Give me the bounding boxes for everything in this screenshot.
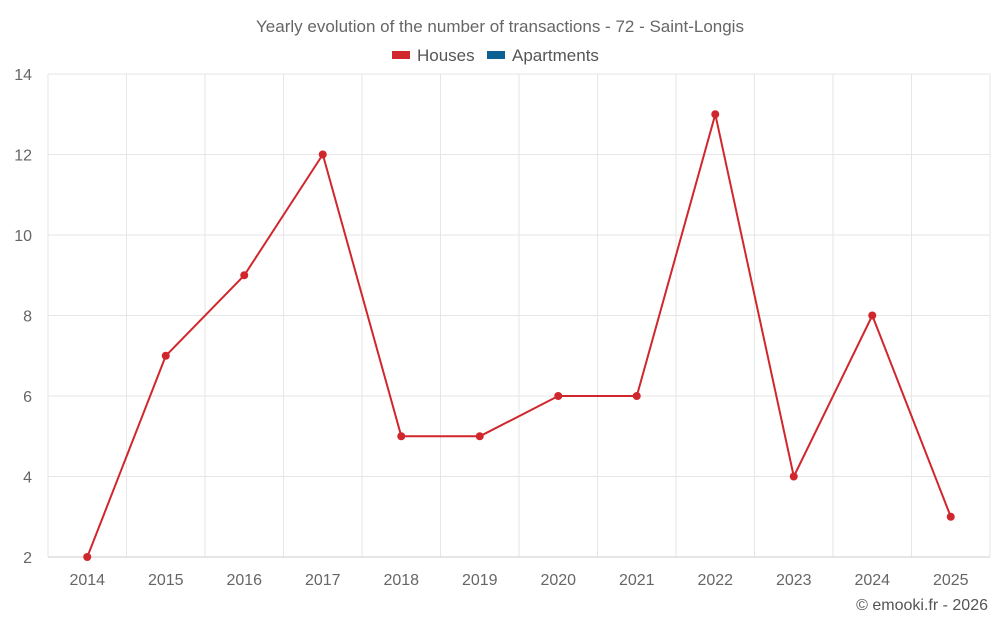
x-tick-label: 2021: [619, 572, 655, 589]
series-line-houses: [86, 113, 952, 558]
y-tick-label: 2: [23, 550, 32, 567]
legend-label-apartments: Apartments: [512, 46, 599, 65]
x-gridlines: [47, 74, 991, 557]
y-axis-ticks: 2 4 6 8 10 12 14: [14, 67, 32, 567]
series-layer: [83, 110, 955, 561]
legend-item-apartments[interactable]: Apartments: [487, 46, 599, 65]
data-point-houses[interactable]: [475, 432, 484, 441]
data-point-houses[interactable]: [240, 271, 249, 280]
y-tick-label: 8: [23, 309, 32, 326]
legend-swatch-apartments: [487, 51, 505, 59]
data-point-houses[interactable]: [161, 351, 170, 360]
data-point-houses[interactable]: [397, 432, 406, 441]
y-tick-label: 14: [14, 67, 32, 84]
y-tick-label: 12: [14, 148, 32, 165]
data-point-houses[interactable]: [789, 472, 798, 481]
x-tick-label: 2014: [69, 572, 105, 589]
y-tick-label: 6: [23, 389, 32, 406]
data-point-houses[interactable]: [318, 150, 327, 159]
credit-text: © emooki.fr - 2026: [856, 597, 988, 614]
data-point-houses[interactable]: [554, 392, 563, 400]
x-tick-label: 2024: [854, 572, 890, 589]
chart-title: Yearly evolution of the number of transa…: [256, 17, 744, 36]
legend-swatch-houses: [392, 51, 410, 59]
data-point-houses[interactable]: [83, 553, 92, 561]
x-tick-label: 2023: [776, 572, 812, 589]
x-tick-label: 2019: [462, 572, 498, 589]
legend: Houses Apartments: [392, 46, 599, 65]
y-tick-label: 10: [14, 228, 32, 245]
x-tick-label: 2016: [226, 572, 262, 589]
x-tick-label: 2022: [697, 572, 733, 589]
data-point-houses[interactable]: [946, 512, 955, 521]
data-point-houses[interactable]: [711, 110, 720, 119]
legend-item-houses[interactable]: Houses: [392, 46, 475, 65]
y-tick-label: 4: [23, 470, 32, 487]
x-tick-label: 2018: [383, 572, 419, 589]
data-point-houses[interactable]: [632, 392, 641, 400]
data-point-houses[interactable]: [868, 311, 877, 320]
x-tick-label: 2017: [305, 572, 341, 589]
x-tick-label: 2015: [148, 572, 184, 589]
legend-label-houses: Houses: [417, 46, 475, 65]
x-tick-label: 2025: [933, 572, 969, 589]
x-tick-label: 2020: [540, 572, 576, 589]
x-axis-ticks: 2014 2015 2016 2017 2018 2019 2020 2021 2022 2023…: [69, 572, 968, 589]
